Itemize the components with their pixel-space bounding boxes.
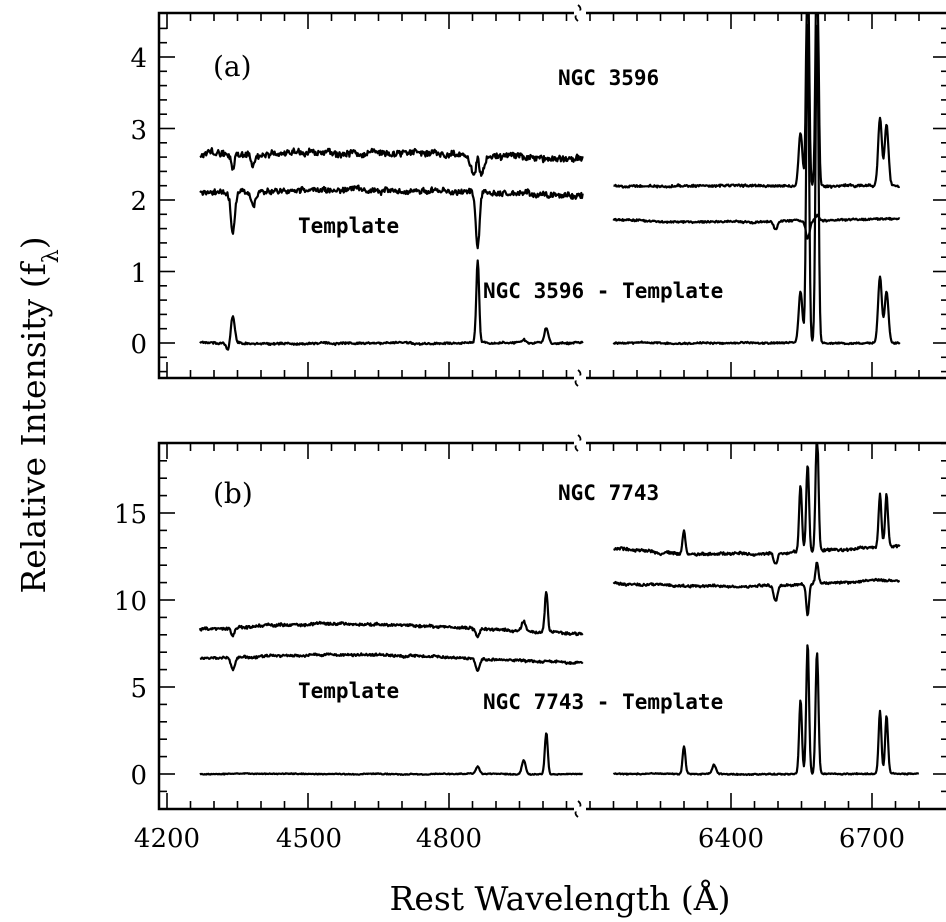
annotation-template-b: Template <box>298 679 399 703</box>
spectrum-b-ngc-7743-red <box>613 442 901 565</box>
xtick-label-6400: 6400 <box>698 824 764 854</box>
spectra-lines <box>198 12 920 777</box>
ytick-label-b-2: 10 <box>114 587 147 617</box>
panel-b-frame <box>157 441 946 811</box>
panel-label-a: (a) <box>213 50 252 83</box>
annotation-galaxy-b: NGC 7743 <box>558 481 659 505</box>
ytick-label-a-4: 4 <box>130 44 147 74</box>
ytick-label-b-1: 5 <box>130 674 147 704</box>
annotation-difference-b: NGC 7743 - Template <box>483 690 723 714</box>
spectrum-a-ngc-3596-template-blue <box>199 259 584 351</box>
axis-break-marks <box>574 4 586 818</box>
ytick-label-b-3: 15 <box>114 500 147 530</box>
spectrum-b-ngc-7743-template-blue <box>199 732 584 777</box>
ytick-label-b-0: 0 <box>130 761 147 791</box>
spectrum-b-template-blue <box>199 652 584 672</box>
spectrum-a-template-red <box>612 213 901 240</box>
ytick-label-a-0: 0 <box>130 330 147 360</box>
annotation-galaxy-a: NGC 3596 <box>558 66 659 90</box>
annotation-difference-a: NGC 3596 - Template <box>483 279 723 303</box>
y-axis-title: Relative Intensity (fλ) <box>14 236 64 593</box>
axis-ticks <box>159 13 946 810</box>
x-axis-title: Rest Wavelength (Å) <box>389 878 730 918</box>
spectrum-a-ngc-3596-red <box>613 12 901 189</box>
spectrum-a-template-blue <box>199 184 584 250</box>
spectrum-a-ngc-3596-blue <box>199 147 584 177</box>
spectrum-b-ngc-7743-blue <box>198 590 584 639</box>
spectrum-b-ngc-7743-template-red <box>612 644 920 777</box>
panel-label-b: (b) <box>213 477 253 510</box>
xtick-label-4800: 4800 <box>416 824 482 854</box>
spectrum-b-template-red <box>612 561 901 617</box>
ytick-label-a-3: 3 <box>130 116 147 146</box>
annotation-template-a: Template <box>298 214 399 238</box>
xtick-label-4500: 4500 <box>276 824 342 854</box>
ytick-label-a-2: 2 <box>130 187 147 217</box>
spectrum-a-ngc-3596-template-red <box>612 23 901 346</box>
xtick-label-4200: 4200 <box>134 824 200 854</box>
ytick-label-a-1: 1 <box>130 259 147 289</box>
panel-a-frame <box>157 11 946 380</box>
xtick-label-6700: 6700 <box>839 824 905 854</box>
